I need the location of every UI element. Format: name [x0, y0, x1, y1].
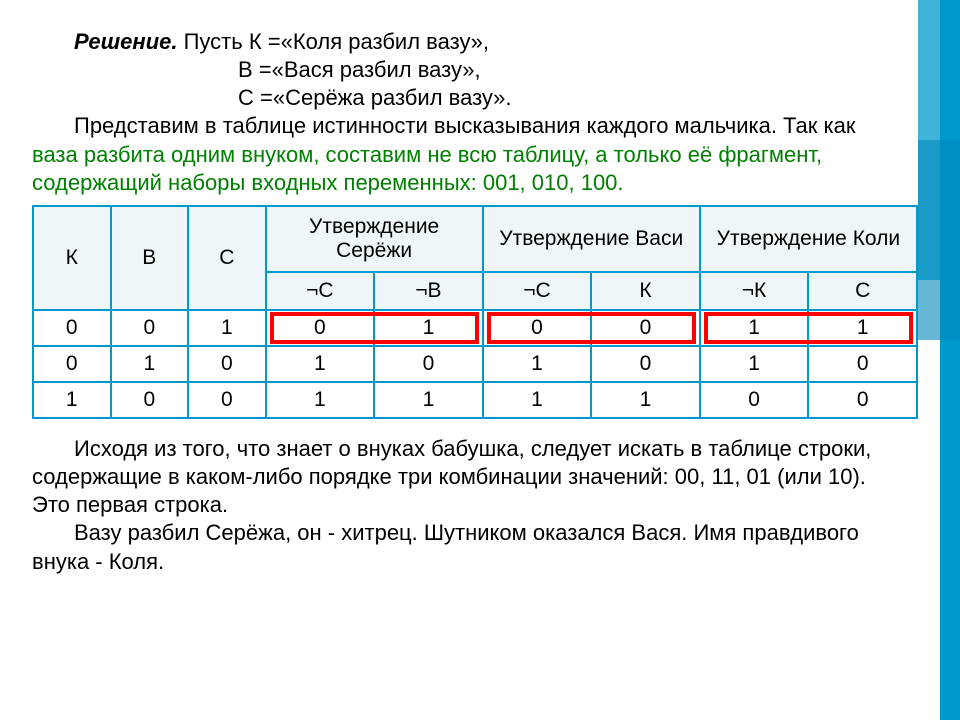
col-subheader: С	[808, 272, 917, 310]
conclusion-paragraph-2: Вазу разбил Серёжа, он - хитрец. Шутнико…	[32, 519, 898, 575]
col-header-group: Утверждение Васи	[483, 206, 700, 272]
def-line-1: Пусть К =«Коля разбил вазу»,	[178, 29, 490, 54]
table-row: 100111100	[33, 382, 917, 418]
table-cell: 1	[808, 310, 917, 346]
intro-green: ваза разбита одним внуком, составим не в…	[32, 142, 822, 195]
truth-table: КВСУтверждение СерёжиУтверждение ВасиУтв…	[32, 205, 918, 419]
slide-content: Решение. Пусть К =«Коля разбил вазу», В …	[0, 0, 918, 596]
col-header-group: Утверждение Серёжи	[266, 206, 483, 272]
side-decoration	[918, 0, 960, 720]
table-cell: 0	[188, 382, 266, 418]
table-cell: 1	[483, 382, 592, 418]
definitions-block: Решение. Пусть К =«Коля разбил вазу», В …	[32, 28, 898, 112]
col-header: В	[111, 206, 189, 310]
table-cell: 0	[374, 346, 483, 382]
conclusion-paragraph-1: Исходя из того, что знает о внуках бабуш…	[32, 435, 898, 519]
table-cell: 1	[374, 310, 483, 346]
table-cell: 0	[111, 310, 189, 346]
table-cell: 0	[33, 346, 111, 382]
table-cell: 1	[111, 346, 189, 382]
table-cell: 1	[266, 382, 375, 418]
def-line-2: В =«Вася разбил вазу»,	[32, 56, 898, 84]
table-cell: 1	[188, 310, 266, 346]
col-subheader: К	[591, 272, 700, 310]
intro-paragraph: Представим в таблице истинности высказыв…	[32, 112, 898, 196]
table-cell: 0	[188, 346, 266, 382]
table-cell: 0	[591, 310, 700, 346]
col-header: С	[188, 206, 266, 310]
solution-label: Решение.	[74, 29, 178, 54]
table-cell: 0	[266, 310, 375, 346]
table-cell: 0	[591, 346, 700, 382]
table-cell: 0	[33, 310, 111, 346]
table-cell: 1	[33, 382, 111, 418]
truth-table-wrap: КВСУтверждение СерёжиУтверждение ВасиУтв…	[32, 205, 898, 419]
intro-black: Представим в таблице истинности высказыв…	[74, 113, 855, 138]
col-subheader: ¬В	[374, 272, 483, 310]
table-cell: 0	[111, 382, 189, 418]
table-row: 010101010	[33, 346, 917, 382]
table-cell: 0	[808, 382, 917, 418]
col-header-group: Утверждение Коли	[700, 206, 917, 272]
table-cell: 1	[266, 346, 375, 382]
table-cell: 0	[700, 382, 809, 418]
table-cell: 0	[483, 310, 592, 346]
table-cell: 1	[483, 346, 592, 382]
table-cell: 1	[700, 346, 809, 382]
table-row: 001010011	[33, 310, 917, 346]
col-subheader: ¬С	[266, 272, 375, 310]
table-cell: 1	[374, 382, 483, 418]
col-header: К	[33, 206, 111, 310]
def-line-3: С =«Серёжа разбил вазу».	[32, 84, 898, 112]
table-cell: 1	[591, 382, 700, 418]
col-subheader: ¬С	[483, 272, 592, 310]
col-subheader: ¬К	[700, 272, 809, 310]
table-cell: 0	[808, 346, 917, 382]
table-cell: 1	[700, 310, 809, 346]
